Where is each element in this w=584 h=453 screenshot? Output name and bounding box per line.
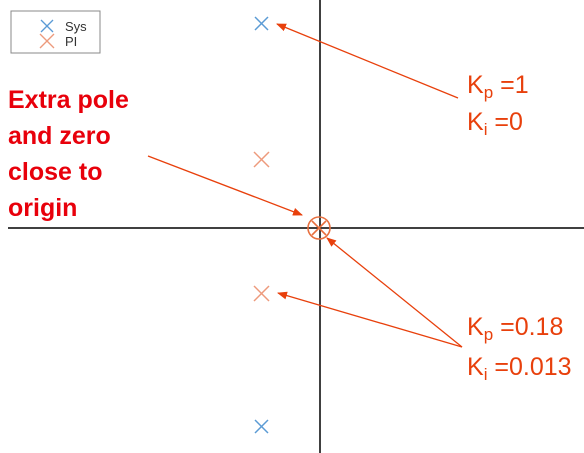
arrow-to-pi-pole <box>277 291 463 348</box>
legend-box <box>10 10 101 54</box>
callout-line-2: and zero <box>8 122 111 150</box>
legend-sys-marker <box>40 19 54 33</box>
arrow-to-origin-pi <box>326 237 463 348</box>
legend <box>10 10 101 54</box>
legend-label-pi: PI <box>65 34 78 49</box>
arrow-to-sys-pole <box>276 23 459 99</box>
callout-line-4: origin <box>8 194 78 222</box>
param-ki-top: Ki =0 <box>467 108 523 139</box>
pi-pole-upper <box>253 151 270 168</box>
legend-label-sys: Sys <box>65 19 87 34</box>
callout-line-3: close to <box>8 158 103 186</box>
param-kp-top: Kp =1 <box>467 71 529 102</box>
pi-pole-lower <box>253 285 270 302</box>
arrow-to-origin <box>147 155 303 216</box>
pi-pole-zero-origin <box>307 216 331 240</box>
sys-pole-lower <box>254 419 269 434</box>
legend-pi-marker <box>39 33 55 49</box>
callout-line-1: Extra pole <box>8 86 129 114</box>
param-ki-bottom: Ki =0.013 <box>467 353 572 384</box>
param-kp-bottom: Kp =0.18 <box>467 313 564 344</box>
callout-text: Extra pole and zero close to origin <box>8 82 129 226</box>
sys-pole-upper <box>254 16 269 31</box>
